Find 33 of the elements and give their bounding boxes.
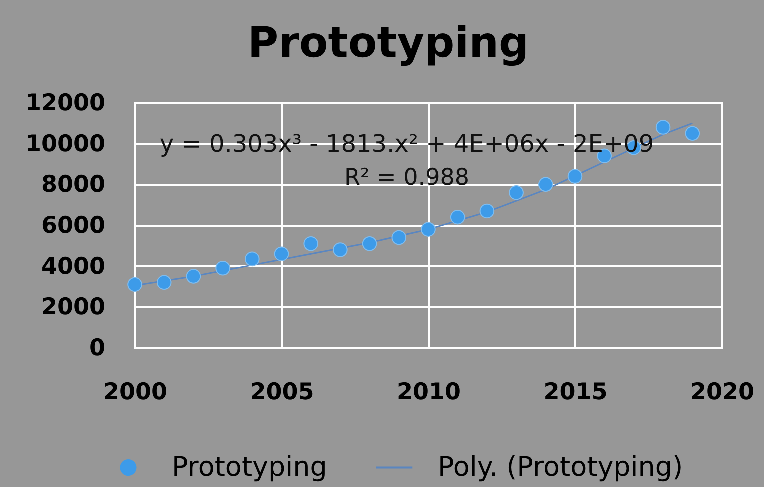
point	[333, 242, 348, 258]
x-tick-label: 2020	[690, 380, 755, 406]
x-tick-label: 2010	[396, 380, 462, 406]
point	[509, 185, 524, 200]
point	[450, 210, 466, 225]
chart-title: Prototyping	[248, 18, 530, 67]
y-tick-label: 0	[89, 336, 106, 362]
point	[156, 275, 172, 290]
y-tick-label: 6000	[41, 213, 106, 239]
legend-label: Prototyping	[172, 452, 328, 483]
y-tick-label: 4000	[41, 254, 106, 280]
point	[274, 246, 290, 262]
point	[685, 126, 700, 142]
y-tick-label: 2000	[41, 294, 106, 321]
point	[128, 277, 142, 292]
point	[304, 236, 318, 252]
point	[216, 260, 230, 276]
point	[245, 252, 260, 267]
legend-label: Poly. (Prototyping)	[438, 452, 684, 483]
y-tick-label: 8000	[41, 172, 106, 198]
point	[480, 204, 495, 219]
point	[538, 177, 554, 192]
point	[656, 120, 671, 135]
point	[186, 269, 202, 284]
point	[362, 236, 378, 252]
point	[568, 169, 583, 184]
x-tick-label: 2015	[544, 380, 608, 406]
x-tick-label: 2000	[103, 380, 168, 406]
y-tick-label: 12000	[25, 90, 106, 116]
point	[392, 230, 407, 246]
x-tick-label: 2005	[250, 380, 314, 406]
y-tick-label: 10000	[25, 131, 106, 158]
point	[421, 222, 436, 237]
